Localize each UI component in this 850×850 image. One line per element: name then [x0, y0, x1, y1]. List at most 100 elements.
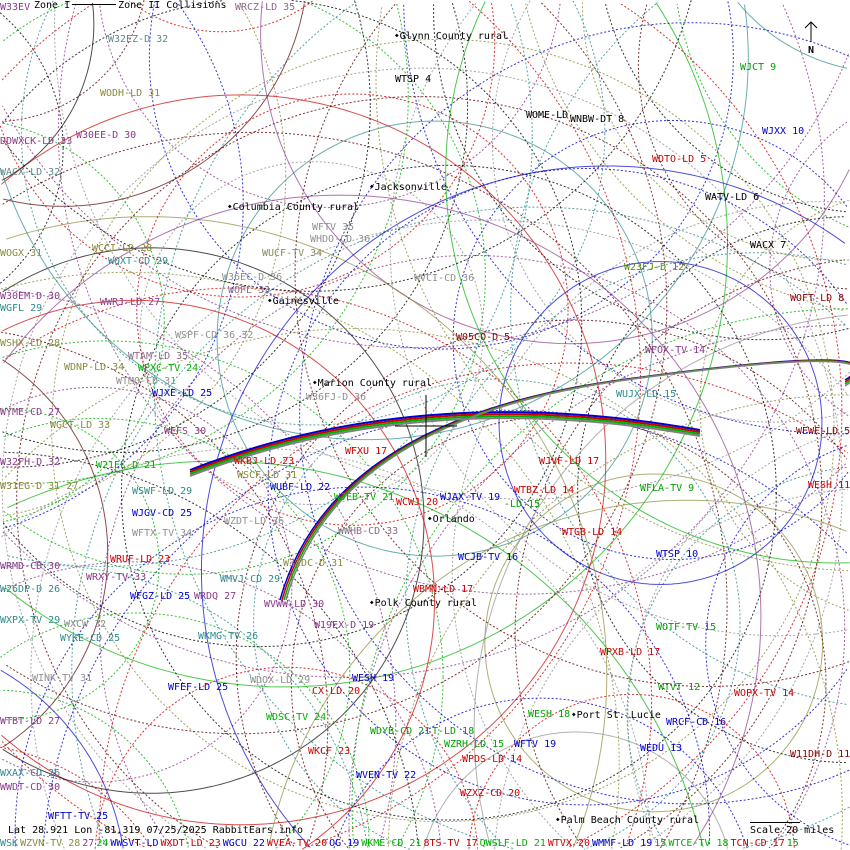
- station-label[interactable]: WVEA-TV 20: [266, 838, 328, 849]
- station-label[interactable]: WZRH-LD 15: [444, 739, 505, 750]
- station-label[interactable]: WTMO-CD 31: [116, 376, 177, 387]
- station-label[interactable]: WRMD-CD 30: [0, 561, 61, 572]
- station-label[interactable]: 27: [82, 838, 95, 849]
- station-label[interactable]: WDNP-LD 34: [64, 362, 125, 373]
- station-label[interactable]: WDTO-LD 5: [652, 154, 707, 165]
- station-label[interactable]: WPXB-LD 17: [600, 647, 661, 658]
- station-label[interactable]: WRCZ-LD 35: [235, 2, 296, 13]
- station-label[interactable]: W21EL-D 21: [96, 460, 157, 471]
- station-label[interactable]: WFEF-LD 25: [168, 682, 229, 693]
- station-label[interactable]: W11DH-D 11: [790, 749, 850, 760]
- station-label[interactable]: WFLA-TV 9: [640, 483, 695, 494]
- station-label[interactable]: WTSP 4: [395, 74, 432, 85]
- station-label[interactable]: WSWF-LD 29: [132, 486, 193, 497]
- station-label[interactable]: WACX 7: [750, 240, 787, 251]
- station-label[interactable]: WJAX-TV 19: [440, 492, 501, 503]
- station-label[interactable]: WJXX 10: [762, 126, 805, 137]
- station-label[interactable]: WJGV-CD 25: [132, 508, 193, 519]
- station-label[interactable]: WOGX 31: [0, 248, 43, 259]
- station-label[interactable]: WHDO-CD 36: [310, 234, 371, 245]
- station-label[interactable]: WWDT-CD 30: [0, 782, 61, 793]
- station-label[interactable]: WQXT-CD 29: [108, 256, 169, 267]
- station-label[interactable]: W30EE-D 30: [76, 130, 137, 141]
- station-label[interactable]: WUBF-LD 22: [270, 482, 331, 493]
- station-label[interactable]: WCCI-LD 28: [92, 243, 153, 254]
- station-label[interactable]: WVWW-LD 30: [264, 599, 325, 610]
- station-label[interactable]: WVCI-CD 36: [414, 273, 475, 284]
- station-label[interactable]: W31DC-D 31: [283, 558, 344, 569]
- station-label[interactable]: WFTV 35: [312, 222, 355, 233]
- station-label[interactable]: WYME-CD 27: [0, 407, 61, 418]
- station-label[interactable]: WFGZ-LD 25: [130, 591, 191, 602]
- station-label[interactable]: WKCF 23: [308, 746, 351, 757]
- station-label[interactable]: -LD 15: [504, 499, 541, 510]
- station-label[interactable]: WMMF-LD 19: [592, 838, 653, 849]
- station-label[interactable]: WCJB-TV 16: [458, 552, 519, 563]
- station-label[interactable]: WXDT-LD 23: [160, 838, 221, 849]
- station-label[interactable]: WEFS 30: [164, 426, 207, 437]
- station-label[interactable]: WZXZ-CD 20: [460, 788, 521, 799]
- station-label[interactable]: WESH 18: [528, 709, 571, 720]
- station-label[interactable]: WZVN-TV 28: [20, 838, 81, 849]
- station-label[interactable]: WJCT 9: [740, 62, 777, 73]
- station-label[interactable]: W33EV: [0, 2, 31, 13]
- station-label[interactable]: WUCF-TV 34: [262, 248, 323, 259]
- station-label[interactable]: WOTF-TV 15: [656, 622, 717, 633]
- station-label[interactable]: 15: [654, 838, 667, 849]
- station-label[interactable]: WFXU 17: [345, 446, 388, 457]
- crosshair-icon[interactable]: [395, 395, 457, 457]
- station-label[interactable]: W19EX-D 19: [314, 620, 375, 631]
- station-label[interactable]: W05CO-D 5: [456, 332, 511, 343]
- station-label[interactable]: WFTT-TV 25: [48, 811, 109, 822]
- station-label[interactable]: WGCT-LD 33: [50, 420, 111, 431]
- station-label[interactable]: CX-LD 20: [312, 686, 361, 697]
- station-label[interactable]: WOFT-LD 8: [790, 293, 845, 304]
- station-label[interactable]: 15: [786, 838, 799, 849]
- station-label[interactable]: WWHB-CD 33: [338, 526, 399, 537]
- station-label[interactable]: WOPX-TV 14: [734, 688, 795, 699]
- station-label[interactable]: WJEB-TV 21: [334, 492, 395, 503]
- station-label[interactable]: WDSC-TV 24: [266, 712, 327, 723]
- station-label[interactable]: WATV-LD 6: [705, 192, 760, 203]
- station-label[interactable]: WJVF-LD 17: [539, 456, 600, 467]
- station-label[interactable]: WBMN-LD 17: [413, 584, 474, 595]
- station-label[interactable]: WDOX-LD 29: [250, 675, 311, 686]
- station-label[interactable]: WGCU 22: [222, 838, 265, 849]
- station-label[interactable]: WTGB-LD 14: [562, 527, 623, 538]
- station-label[interactable]: QWSLF-LD 21: [479, 838, 546, 849]
- station-label[interactable]: WZDT-LD 36: [224, 516, 285, 527]
- station-label[interactable]: WYKE-CD 25: [60, 633, 121, 644]
- station-label[interactable]: WINK-TV 31: [32, 673, 93, 684]
- station-label[interactable]: WJXE-LD 25: [152, 388, 213, 399]
- station-label[interactable]: WTVT 12: [658, 682, 701, 693]
- station-label[interactable]: WRXY-TV 33: [86, 572, 147, 583]
- station-label[interactable]: WWSVT-LD: [110, 838, 159, 849]
- station-label[interactable]: WKMG-TV 26: [198, 631, 259, 642]
- station-label[interactable]: OG 19: [329, 838, 360, 849]
- station-label[interactable]: WDYB-CD 21: [370, 726, 431, 737]
- station-label[interactable]: WFTX-TV 34: [132, 528, 193, 539]
- station-label[interactable]: WOFL 33: [228, 285, 271, 296]
- station-label[interactable]: WKME-CD 21: [361, 838, 422, 849]
- station-label[interactable]: WESH 11: [808, 480, 850, 491]
- station-label[interactable]: WGFL 29: [0, 303, 43, 314]
- station-label[interactable]: T-LD 18: [432, 726, 475, 737]
- station-label[interactable]: 8TS-TV 17: [423, 838, 478, 849]
- station-label[interactable]: WODH-LD 31: [100, 88, 161, 99]
- station-label[interactable]: WXCW 32: [64, 619, 107, 630]
- station-label[interactable]: TCN-CD 17: [730, 838, 785, 849]
- station-label[interactable]: WRDQ 27: [194, 591, 237, 602]
- station-label[interactable]: WACX-LD 32: [0, 167, 61, 178]
- station-label[interactable]: WFOX-TV 14: [645, 345, 706, 356]
- station-label[interactable]: WMVJ-CD 29: [220, 574, 281, 585]
- station-label[interactable]: WPDS-LD 14: [462, 754, 523, 765]
- station-label[interactable]: WTBZ-LD 14: [514, 485, 575, 496]
- station-label[interactable]: WNBW-DT 8: [570, 114, 625, 125]
- station-label[interactable]: 24: [96, 838, 109, 849]
- station-label[interactable]: WKBJ-LD 23: [234, 456, 295, 467]
- station-label[interactable]: WEWF-LD 5: [796, 426, 850, 437]
- station-label[interactable]: WRCF-CD 16: [666, 717, 727, 728]
- station-label[interactable]: WSHX-LD 28: [0, 338, 61, 349]
- station-label[interactable]: W32EZ-D 32: [108, 34, 169, 45]
